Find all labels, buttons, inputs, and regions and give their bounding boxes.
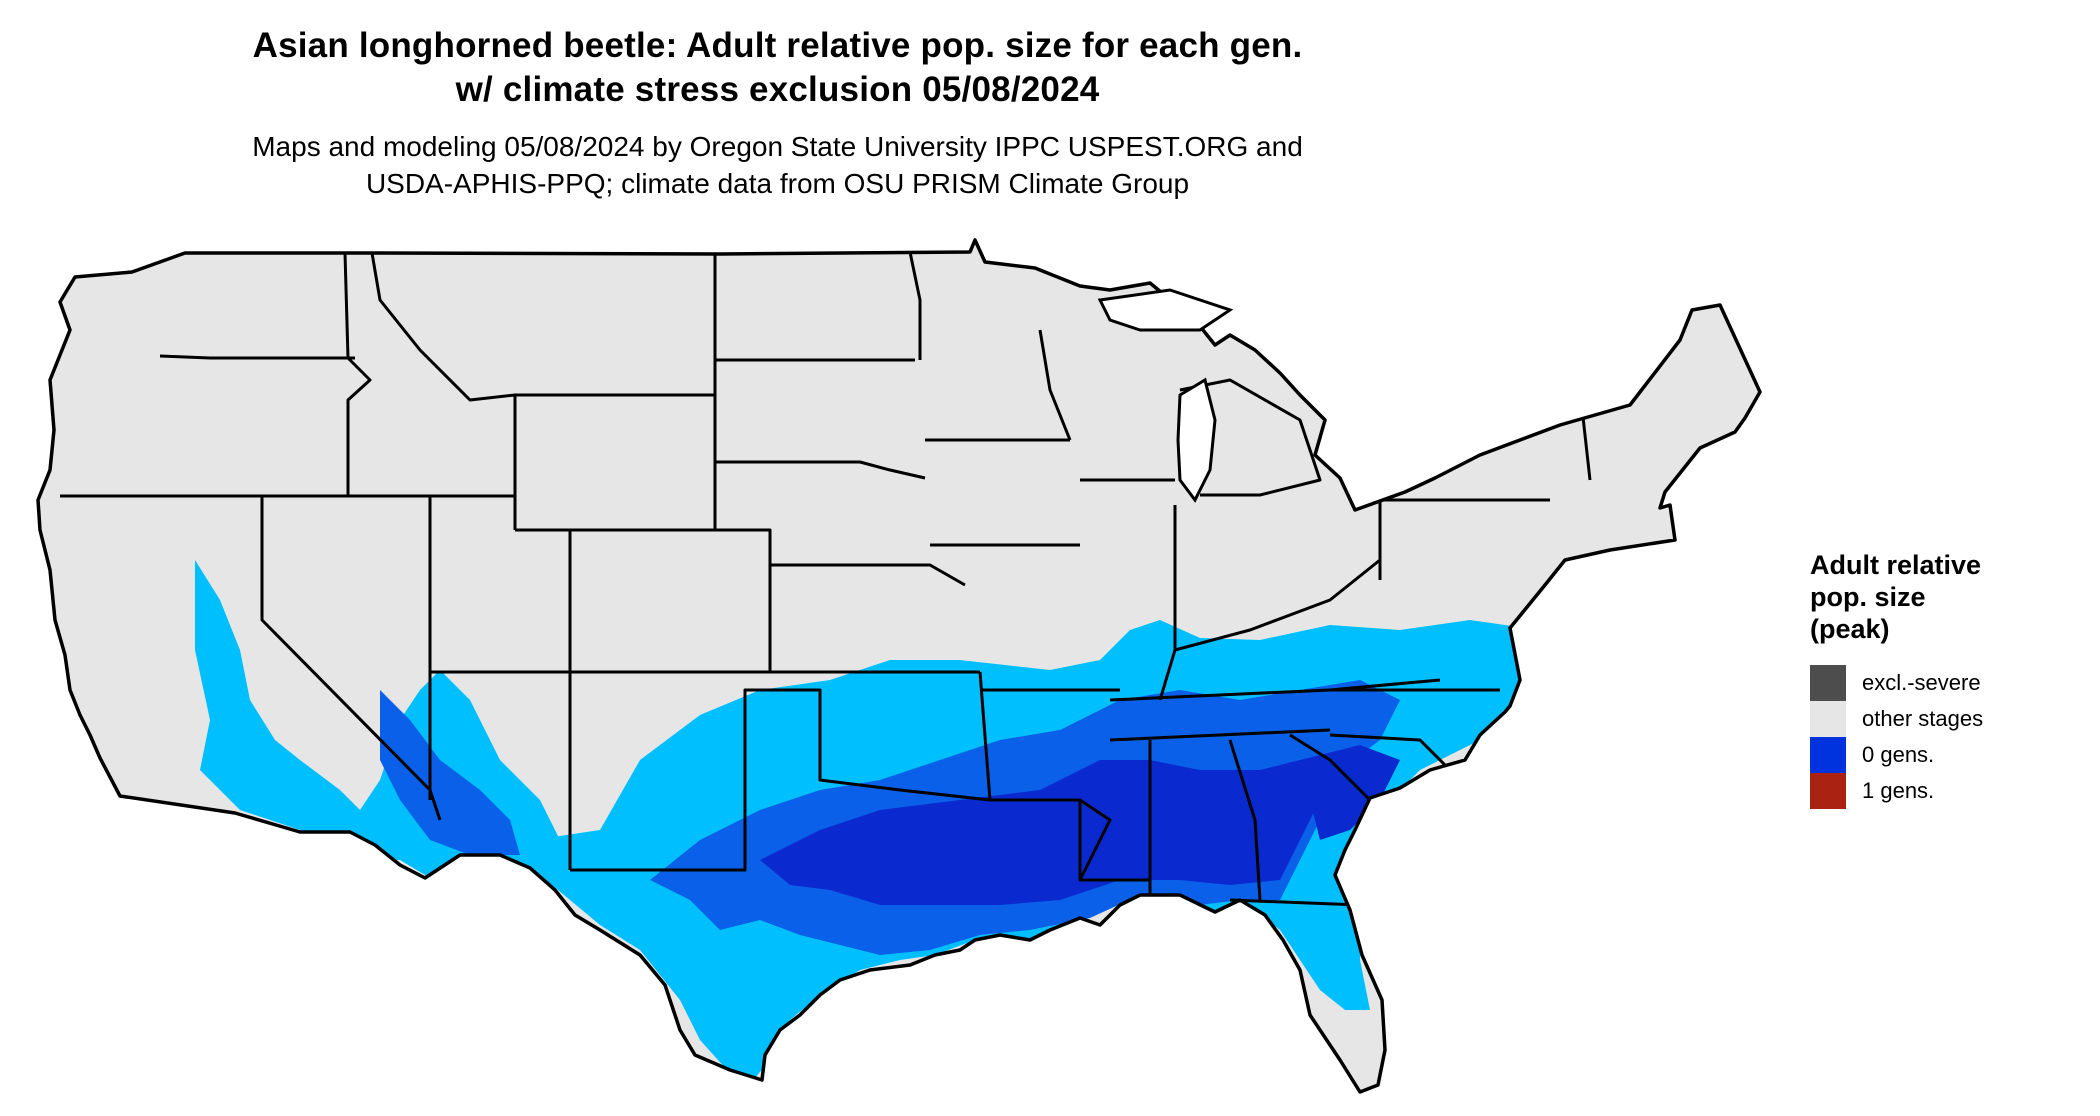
map-title-line1: Asian longhorned beetle: Adult relative … (252, 26, 1303, 65)
legend-swatch (1810, 665, 1846, 701)
zone-dark-carolina (1300, 745, 1400, 840)
legend-item-other-stages: other stages (1810, 701, 1983, 737)
map-title-line2: w/ climate stress exclusion 05/08/2024 (455, 70, 1100, 109)
legend-title-line2: pop. size (1810, 582, 1926, 612)
legend-label: other stages (1862, 706, 1984, 731)
legend-label: 1 gens. (1862, 778, 1935, 803)
legend-label: 0 gens. (1862, 742, 1935, 767)
map-subtitle-line2: USDA-APHIS-PPQ; climate data from OSU PR… (365, 168, 1190, 199)
legend: Adult relative pop. size (peak) excl.-se… (1810, 549, 1983, 809)
legend-swatch (1810, 701, 1846, 737)
map-subtitle-line1: Maps and modeling 05/08/2024 by Oregon S… (252, 131, 1303, 162)
zone-dark-south (760, 760, 1320, 905)
lake-superior (1097, 288, 1234, 332)
legend-swatch (1810, 773, 1846, 809)
header: Asian longhorned beetle: Adult relative … (0, 24, 1555, 202)
legend-item-1-gens: 1 gens. (1810, 773, 1983, 809)
us-outline (36, 238, 1762, 1094)
state-boundaries (60, 251, 1592, 907)
legend-title-line3: (peak) (1810, 614, 1890, 644)
population-zones (195, 560, 1600, 1090)
legend-swatch (1810, 737, 1846, 773)
lake-michigan (1176, 377, 1217, 503)
legend-item-0-gens: 0 gens. (1810, 737, 1983, 773)
legend-item-excl-severe: excl.-severe (1810, 665, 1983, 701)
zone-mid-west (380, 690, 520, 855)
legend-title-line1: Adult relative (1810, 550, 1982, 580)
legend-title: Adult relative pop. size (peak) (1810, 549, 1983, 645)
legend-label: excl.-severe (1862, 670, 1981, 695)
